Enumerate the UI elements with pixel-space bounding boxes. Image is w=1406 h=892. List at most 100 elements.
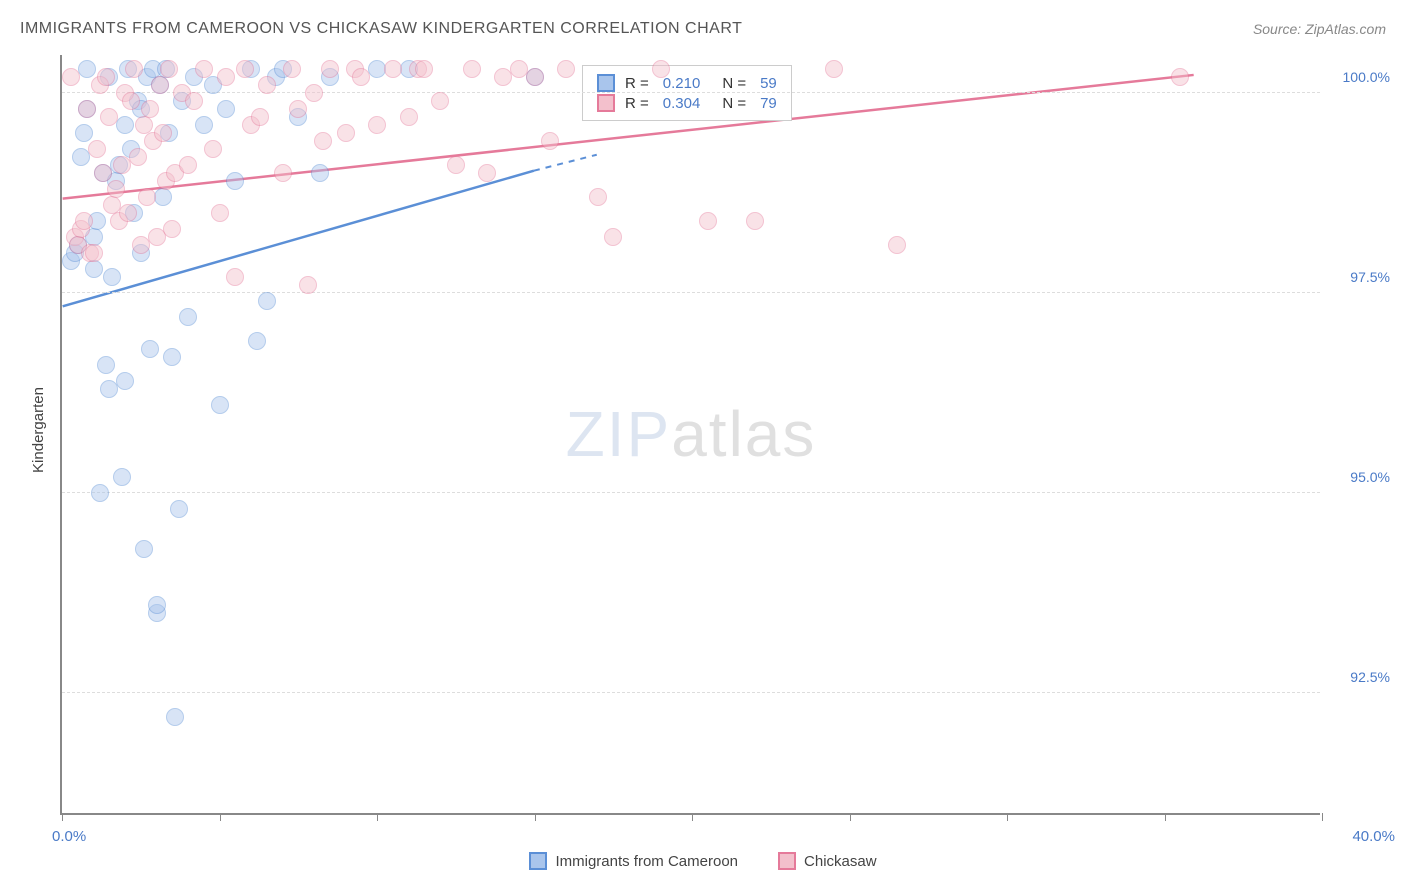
bottom-legend: Immigrants from Cameroon Chickasaw (0, 852, 1406, 870)
scatter-point (226, 172, 244, 190)
scatter-point (226, 268, 244, 286)
x-tick (220, 813, 221, 821)
scatter-point (589, 188, 607, 206)
scatter-point (305, 84, 323, 102)
scatter-point (179, 156, 197, 174)
swatch-cameroon (529, 852, 547, 870)
legend-item-chickasaw: Chickasaw (778, 852, 877, 870)
scatter-point (211, 396, 229, 414)
x-tick (535, 813, 536, 821)
gridline (62, 292, 1320, 293)
scatter-point (97, 356, 115, 374)
scatter-point (85, 244, 103, 262)
scatter-point (135, 540, 153, 558)
scatter-point (825, 60, 843, 78)
scatter-point (179, 308, 197, 326)
gridline (62, 492, 1320, 493)
scatter-point (431, 92, 449, 110)
x-tick (850, 813, 851, 821)
scatter-point (415, 60, 433, 78)
scatter-point (211, 204, 229, 222)
legend-row-cameroon: R = 0.210 N = 59 (597, 74, 777, 92)
scatter-point (116, 116, 134, 134)
scatter-point (103, 268, 121, 286)
legend-label-cameroon: Immigrants from Cameroon (555, 853, 738, 870)
swatch-chickasaw (597, 94, 615, 112)
scatter-point (478, 164, 496, 182)
scatter-point (141, 340, 159, 358)
swatch-cameroon (597, 74, 615, 92)
trend-lines (62, 55, 1320, 813)
scatter-point (85, 260, 103, 278)
n-value-chickasaw: 79 (760, 95, 777, 112)
y-tick-label: 95.0% (1350, 469, 1390, 485)
scatter-point (557, 60, 575, 78)
scatter-point (888, 236, 906, 254)
n-label: N = (722, 75, 746, 92)
scatter-point (368, 116, 386, 134)
scatter-point (314, 132, 332, 150)
scatter-point (604, 228, 622, 246)
scatter-point (248, 332, 266, 350)
scatter-point (75, 212, 93, 230)
scatter-point (116, 372, 134, 390)
scatter-point (185, 92, 203, 110)
scatter-point (91, 484, 109, 502)
scatter-point (258, 292, 276, 310)
scatter-point (62, 68, 80, 86)
scatter-point (129, 148, 147, 166)
y-axis-title: Kindergarten (30, 387, 47, 473)
x-tick (1322, 813, 1323, 821)
scatter-point (463, 60, 481, 78)
chart-header: IMMIGRANTS FROM CAMEROON VS CHICKASAW KI… (20, 20, 1386, 38)
scatter-point (195, 60, 213, 78)
legend-item-cameroon: Immigrants from Cameroon (529, 852, 738, 870)
chart-source: Source: ZipAtlas.com (1253, 21, 1386, 37)
n-label: N = (722, 95, 746, 112)
scatter-point (122, 92, 140, 110)
swatch-chickasaw (778, 852, 796, 870)
scatter-point (299, 276, 317, 294)
scatter-point (1171, 68, 1189, 86)
scatter-point (170, 500, 188, 518)
scatter-point (400, 108, 418, 126)
scatter-point (160, 60, 178, 78)
scatter-point (746, 212, 764, 230)
scatter-point (289, 100, 307, 118)
r-value-cameroon: 0.210 (663, 75, 701, 92)
scatter-point (352, 68, 370, 86)
gridline (62, 92, 1320, 93)
scatter-point (311, 164, 329, 182)
scatter-point (154, 124, 172, 142)
x-tick (377, 813, 378, 821)
scatter-point (166, 708, 184, 726)
r-value-chickasaw: 0.304 (663, 95, 701, 112)
scatter-point (100, 108, 118, 126)
scatter-point (78, 100, 96, 118)
legend-row-chickasaw: R = 0.304 N = 79 (597, 94, 777, 112)
r-label: R = (625, 95, 649, 112)
scatter-point (251, 108, 269, 126)
chart-plot-area: ZIPatlas R = 0.210 N = 59 R = 0.304 N = … (60, 55, 1320, 815)
scatter-point (163, 220, 181, 238)
scatter-point (217, 100, 235, 118)
watermark-zip: ZIP (566, 398, 672, 470)
scatter-point (163, 348, 181, 366)
correlation-legend: R = 0.210 N = 59 R = 0.304 N = 79 (582, 65, 792, 121)
scatter-point (321, 60, 339, 78)
scatter-point (97, 68, 115, 86)
watermark-atlas: atlas (671, 398, 816, 470)
chart-title: IMMIGRANTS FROM CAMEROON VS CHICKASAW KI… (20, 20, 742, 38)
legend-label-chickasaw: Chickasaw (804, 853, 877, 870)
scatter-point (138, 188, 156, 206)
y-tick-label: 97.5% (1350, 269, 1390, 285)
scatter-point (94, 164, 112, 182)
scatter-point (154, 188, 172, 206)
x-axis-min-label: 0.0% (52, 828, 86, 845)
scatter-point (88, 140, 106, 158)
scatter-point (652, 60, 670, 78)
scatter-point (699, 212, 717, 230)
x-axis-max-label: 40.0% (1352, 828, 1395, 845)
scatter-point (283, 60, 301, 78)
scatter-point (337, 124, 355, 142)
